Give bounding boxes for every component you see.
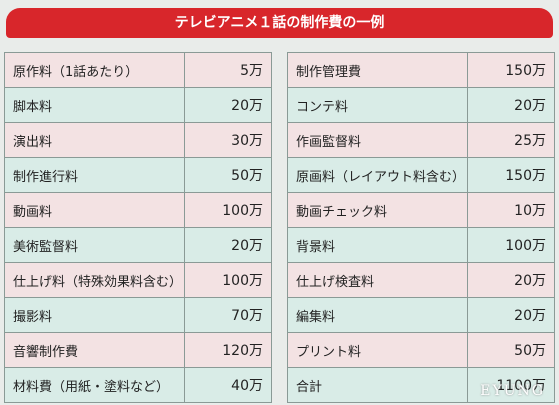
cost-table-right: 制作管理費 150万 コンテ料 20万 作画監督料 25万 原画料（レイアウト料含む） 150…	[287, 52, 555, 403]
cost-row: コンテ料 20万	[287, 87, 555, 123]
item-name: 動画料	[4, 192, 185, 228]
cost-table-left: 原作料（1話あたり） 5万 脚本料 20万 演出料 30万 制作進行料 50万 動画料 100万美…	[4, 52, 272, 403]
cost-row: 制作進行料 50万	[4, 157, 272, 193]
item-name: 撮影料	[4, 297, 185, 333]
cost-row: 動画チェック料 10万	[287, 192, 555, 228]
cost-row: 美術監督料 20万	[4, 227, 272, 263]
item-name: コンテ料	[287, 87, 468, 123]
item-cost: 70万	[184, 297, 272, 333]
cost-row: プリント料 50万	[287, 332, 555, 368]
item-cost: 20万	[184, 87, 272, 123]
item-name: 制作進行料	[4, 157, 185, 193]
item-cost: 10万	[467, 192, 555, 228]
cost-row: 音響制作費 120万	[4, 332, 272, 368]
item-cost: 20万	[467, 87, 555, 123]
cost-row: 脚本料 20万	[4, 87, 272, 123]
item-name: 脚本料	[4, 87, 185, 123]
item-cost: 100万	[184, 262, 272, 298]
item-cost: 150万	[467, 52, 555, 88]
cost-row: 原作料（1話あたり） 5万	[4, 52, 272, 88]
cost-row: 材料費（用紙・塗料など） 40万	[4, 367, 272, 403]
item-name: 演出料	[4, 122, 185, 158]
cost-row: 撮影料 70万	[4, 297, 272, 333]
item-cost: 1100万	[467, 367, 555, 403]
cost-row: 演出料 30万	[4, 122, 272, 158]
item-name: 仕上げ検査料	[287, 262, 468, 298]
item-cost: 20万	[467, 262, 555, 298]
cost-row: 合計 1100万	[287, 367, 555, 403]
title-bar: テレビアニメ１話の制作費の一例	[6, 8, 553, 38]
item-cost: 50万	[467, 332, 555, 368]
item-cost: 50万	[184, 157, 272, 193]
cost-row: 原画料（レイアウト料含む） 150万	[287, 157, 555, 193]
item-cost: 30万	[184, 122, 272, 158]
cost-row: 作画監督料 25万	[287, 122, 555, 158]
item-cost: 20万	[184, 227, 272, 263]
cost-row: 仕上げ検査料 20万	[287, 262, 555, 298]
item-name: 原画料（レイアウト料含む）	[287, 157, 468, 193]
item-cost: 40万	[184, 367, 272, 403]
item-name: 材料費（用紙・塗料など）	[4, 367, 185, 403]
cost-row: 背景料 100万	[287, 227, 555, 263]
item-name: 原作料（1話あたり）	[4, 52, 185, 88]
item-cost: 20万	[467, 297, 555, 333]
item-name: 仕上げ料（特殊効果料含む）	[4, 262, 185, 298]
item-cost: 25万	[467, 122, 555, 158]
cost-row: 編集料 20万	[287, 297, 555, 333]
item-cost: 120万	[184, 332, 272, 368]
item-name: 編集料	[287, 297, 468, 333]
item-name: 動画チェック料	[287, 192, 468, 228]
item-name: 美術監督料	[4, 227, 185, 263]
cost-row: 仕上げ料（特殊効果料含む） 100万	[4, 262, 272, 298]
item-cost: 5万	[184, 52, 272, 88]
item-name: プリント料	[287, 332, 468, 368]
item-cost: 100万	[184, 192, 272, 228]
item-name: 制作管理費	[287, 52, 468, 88]
item-name: 作画監督料	[287, 122, 468, 158]
item-name: 背景料	[287, 227, 468, 263]
item-cost: 150万	[467, 157, 555, 193]
item-name: 合計	[287, 367, 468, 403]
item-cost: 100万	[467, 227, 555, 263]
watermark: EYUNG	[480, 383, 545, 399]
cost-row: 動画料 100万	[4, 192, 272, 228]
cost-row: 制作管理費 150万	[287, 52, 555, 88]
item-name: 音響制作費	[4, 332, 185, 368]
